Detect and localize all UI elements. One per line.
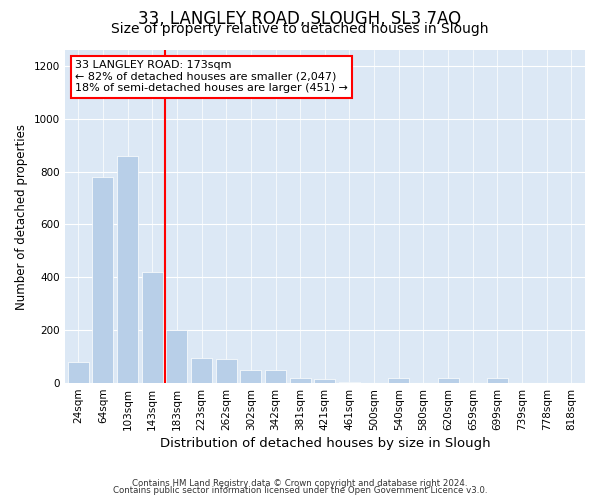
Bar bbox=[437, 378, 458, 383]
Text: 33 LANGLEY ROAD: 173sqm
← 82% of detached houses are smaller (2,047)
18% of semi: 33 LANGLEY ROAD: 173sqm ← 82% of detache… bbox=[75, 60, 348, 93]
Bar bbox=[241, 370, 262, 383]
Bar bbox=[142, 272, 163, 383]
Text: Contains HM Land Registry data © Crown copyright and database right 2024.: Contains HM Land Registry data © Crown c… bbox=[132, 478, 468, 488]
Bar bbox=[216, 360, 236, 383]
Text: 33, LANGLEY ROAD, SLOUGH, SL3 7AQ: 33, LANGLEY ROAD, SLOUGH, SL3 7AQ bbox=[139, 10, 461, 28]
Y-axis label: Number of detached properties: Number of detached properties bbox=[15, 124, 28, 310]
Bar bbox=[117, 156, 138, 383]
Bar bbox=[68, 362, 89, 383]
Bar bbox=[487, 378, 508, 383]
Bar bbox=[166, 330, 187, 383]
Bar bbox=[388, 378, 409, 383]
Bar bbox=[265, 370, 286, 383]
Bar bbox=[290, 378, 311, 383]
Bar bbox=[191, 358, 212, 383]
Text: Size of property relative to detached houses in Slough: Size of property relative to detached ho… bbox=[111, 22, 489, 36]
Text: Contains public sector information licensed under the Open Government Licence v3: Contains public sector information licen… bbox=[113, 486, 487, 495]
Bar bbox=[314, 379, 335, 383]
X-axis label: Distribution of detached houses by size in Slough: Distribution of detached houses by size … bbox=[160, 437, 490, 450]
Bar bbox=[92, 177, 113, 383]
Bar bbox=[339, 382, 360, 383]
